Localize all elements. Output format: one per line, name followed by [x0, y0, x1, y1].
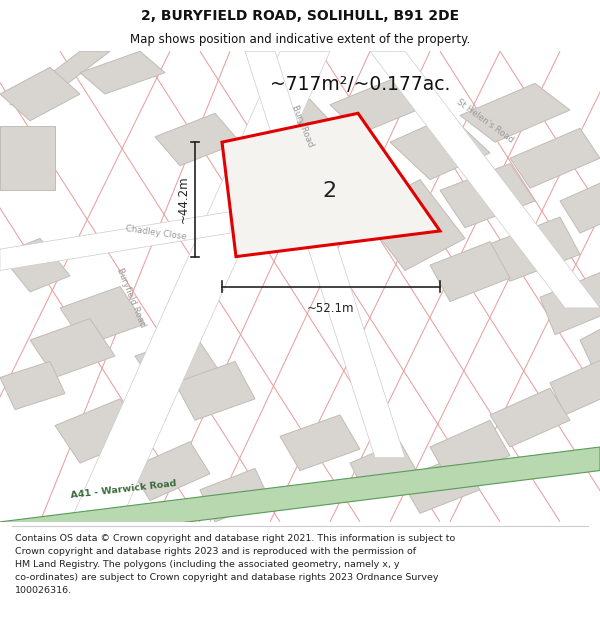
Polygon shape	[175, 361, 255, 420]
Polygon shape	[350, 442, 420, 498]
Polygon shape	[490, 388, 570, 447]
Polygon shape	[460, 83, 570, 142]
Polygon shape	[440, 164, 535, 228]
Polygon shape	[0, 212, 230, 271]
Text: 2: 2	[322, 181, 336, 201]
Polygon shape	[80, 51, 165, 94]
Polygon shape	[30, 319, 115, 378]
Polygon shape	[0, 447, 600, 546]
Polygon shape	[430, 420, 510, 482]
Polygon shape	[580, 313, 600, 372]
Polygon shape	[130, 442, 210, 501]
Text: Buryfield Road: Buryfield Road	[115, 266, 147, 328]
Polygon shape	[250, 99, 340, 158]
Polygon shape	[200, 468, 270, 522]
Polygon shape	[10, 51, 110, 105]
Text: Bury Road: Bury Road	[290, 104, 315, 149]
Polygon shape	[550, 356, 600, 415]
Polygon shape	[0, 68, 80, 121]
Text: ~44.2m: ~44.2m	[176, 176, 190, 223]
Text: A41 - Warwick Road: A41 - Warwick Road	[70, 479, 177, 500]
Text: ~52.1m: ~52.1m	[307, 301, 355, 314]
Text: ~717m²/~0.177ac.: ~717m²/~0.177ac.	[270, 75, 450, 94]
Polygon shape	[330, 78, 425, 134]
Text: St Helen's Road: St Helen's Road	[455, 97, 515, 144]
Polygon shape	[560, 174, 600, 233]
Text: Contains OS data © Crown copyright and database right 2021. This information is : Contains OS data © Crown copyright and d…	[15, 534, 455, 594]
Polygon shape	[55, 399, 145, 463]
Polygon shape	[245, 51, 405, 458]
Polygon shape	[370, 51, 600, 308]
Text: Chadley Close: Chadley Close	[125, 224, 187, 242]
Polygon shape	[360, 179, 465, 271]
Polygon shape	[60, 286, 145, 346]
Polygon shape	[0, 238, 70, 292]
Polygon shape	[0, 361, 65, 409]
Polygon shape	[390, 116, 490, 179]
Polygon shape	[430, 242, 510, 301]
Text: 2, BURYFIELD ROAD, SOLIHULL, B91 2DE: 2, BURYFIELD ROAD, SOLIHULL, B91 2DE	[141, 9, 459, 23]
Polygon shape	[222, 113, 440, 257]
Text: Map shows position and indicative extent of the property.: Map shows position and indicative extent…	[130, 33, 470, 46]
Polygon shape	[510, 128, 600, 188]
Polygon shape	[135, 335, 220, 394]
Polygon shape	[155, 113, 240, 166]
Polygon shape	[70, 51, 330, 522]
Polygon shape	[0, 126, 55, 190]
Polygon shape	[280, 415, 360, 471]
Polygon shape	[540, 271, 600, 335]
Polygon shape	[400, 456, 480, 513]
Polygon shape	[490, 217, 580, 281]
